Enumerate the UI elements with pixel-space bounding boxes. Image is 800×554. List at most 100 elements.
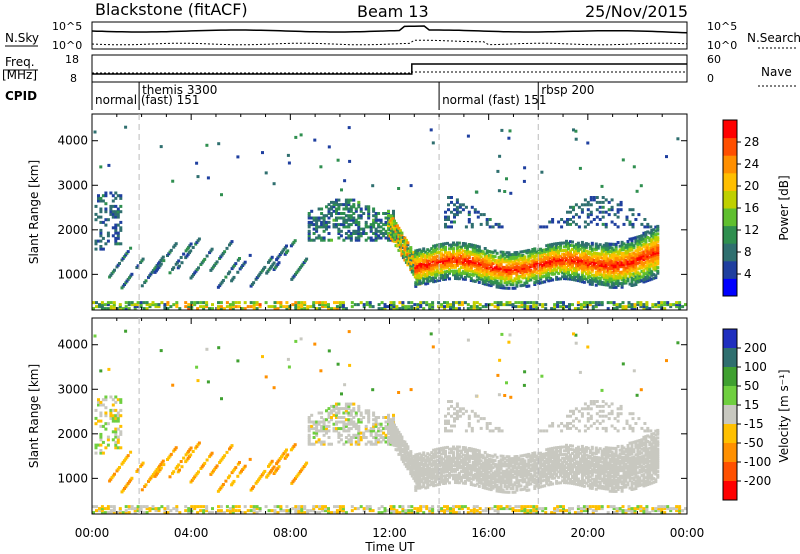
power-cell [561,258,565,262]
power-cell [403,248,407,252]
power-cell [282,247,286,251]
power-cell [547,247,551,251]
power-cell [444,274,447,277]
power-cell [457,273,461,277]
power-cell [312,216,316,220]
power-cell [177,259,181,263]
power-cell [483,247,487,250]
power-cell [463,253,467,257]
velocity-cell [416,473,420,477]
velocity-cell [324,509,327,513]
power-cell [508,303,512,307]
power-cell [95,305,98,309]
power-cell [475,307,479,311]
velocity-cell [272,465,276,469]
power-cell [652,263,656,267]
power-cell [503,281,507,284]
power-cell [563,271,566,275]
velocity-cell [407,455,411,459]
power-cell [520,301,524,305]
power-cell [465,244,469,248]
power-cell [255,303,259,307]
power-cell [594,270,598,274]
velocity-cell [159,466,163,470]
power-cell [654,248,658,252]
power-cell [610,282,614,286]
power-cell [161,255,165,259]
power-cell [656,224,660,228]
power-cell [220,193,223,197]
power-cell [616,215,620,219]
y-tick-label: 2000 [57,223,88,237]
power-cell [654,242,658,246]
velocity-cell [478,507,482,511]
power-cell [440,274,444,278]
power-cell [321,301,325,305]
power-cell [364,225,368,229]
power-cell [344,200,348,204]
velocity-cell [347,422,351,426]
power-cell [576,267,580,271]
power-cell [307,220,311,224]
power-cell [432,276,436,280]
velocity-cell [114,414,118,418]
velocity-cell [438,456,442,460]
power-cell [154,303,158,307]
velocity-cell [225,505,229,509]
power-cell [607,213,611,217]
power-cell [616,254,620,258]
power-cell [636,267,640,271]
velocity-cell [154,473,158,477]
power-cell [463,257,467,261]
power-cell [497,255,501,259]
power-cell [497,283,501,287]
power-cell [488,218,492,221]
power-cell [440,248,444,252]
velocity-cell [301,466,305,470]
velocity-cell [434,474,438,478]
velocity-cell [627,507,631,511]
velocity-cell [271,467,275,471]
power-cell [434,259,438,263]
power-cell [527,267,531,271]
power-cell [489,269,493,273]
power-cell [428,307,432,311]
power-cell [588,250,592,254]
velocity-cell [189,446,193,450]
power-cell [184,305,188,309]
power-cell [419,303,423,307]
power-cell [567,245,570,249]
power-cell [322,220,326,224]
power-cell [249,305,253,309]
velocity-cell [300,505,304,509]
velocity-cell [377,429,381,433]
power-cell [535,254,539,258]
power-cell [401,250,405,254]
power-cell [586,222,590,226]
power-cell [630,280,634,284]
power-cell [187,303,191,307]
velocity-cell [505,507,509,511]
velocity-cell [484,507,488,511]
velocity-cell [275,468,279,472]
power-cell [481,282,485,285]
power-cell [513,253,517,256]
velocity-cell [392,511,396,515]
power-cell [432,269,436,272]
power-cell [119,220,123,224]
power-cell [156,262,160,266]
power-cell [455,198,459,202]
velocity-cell [409,454,413,458]
power-cell [217,142,221,146]
power-cell [608,250,612,254]
power-cell [479,270,483,274]
velocity-heatmap [92,329,687,515]
power-cell [426,248,430,252]
power-cell [354,232,358,235]
velocity-cell [307,424,311,428]
velocity-cell [175,509,179,513]
power-cell [642,252,646,256]
power-cell [465,266,469,270]
velocity-cell [175,505,179,509]
velocity-cell [416,452,420,456]
